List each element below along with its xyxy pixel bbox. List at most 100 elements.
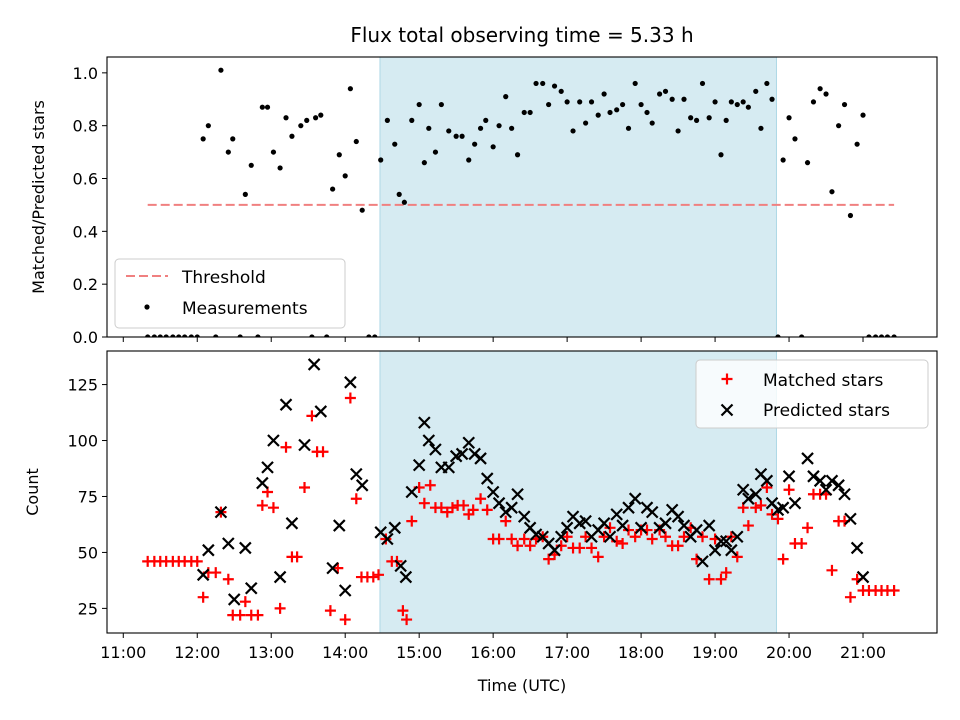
- data-point: [777, 553, 789, 565]
- data-point: [324, 605, 336, 617]
- data-point: [832, 479, 845, 492]
- x-tick-label: 19:00: [692, 643, 738, 662]
- data-point: [678, 531, 690, 543]
- data-point: [330, 186, 336, 192]
- data-point: [239, 541, 252, 555]
- data-point: [188, 334, 194, 337]
- data-point: [242, 191, 248, 197]
- data-point: [844, 591, 856, 603]
- data-point: [632, 80, 638, 87]
- data-point: [418, 416, 431, 429]
- y-tick-label: 25: [78, 599, 98, 618]
- y-tick-label: 100: [67, 432, 98, 451]
- data-point: [406, 515, 418, 527]
- data-point: [267, 502, 279, 514]
- data-point: [202, 543, 215, 557]
- data-point: [801, 452, 814, 465]
- data-point: [214, 505, 228, 519]
- data-point: [817, 86, 823, 92]
- x-tick-label: 13:00: [248, 643, 294, 662]
- data-point: [703, 573, 715, 585]
- data-point: [342, 173, 348, 179]
- legend-predicted-label: Predicted stars: [763, 401, 890, 421]
- data-point: [237, 334, 243, 337]
- data-point: [838, 487, 851, 501]
- legend: Matched stars Predicted stars: [695, 359, 929, 429]
- data-point: [755, 499, 767, 511]
- data-point: [518, 533, 530, 545]
- data-point: [742, 492, 755, 505]
- data-point: [505, 501, 518, 514]
- data-point: [412, 458, 426, 472]
- data-point: [873, 334, 879, 337]
- data-point: [298, 123, 304, 129]
- data-point: [826, 564, 838, 576]
- data-point: [607, 109, 613, 116]
- data-point: [394, 559, 407, 573]
- data-point: [866, 334, 872, 337]
- data-point: [432, 149, 439, 155]
- top-panel: 0.0 0.2 0.4 0.6 0.8 1.0 Matched/Predicted star…: [29, 56, 938, 347]
- data-point: [813, 474, 827, 488]
- data-point: [350, 493, 362, 505]
- data-point: [616, 519, 629, 532]
- data-point: [677, 519, 691, 532]
- data-point: [551, 83, 558, 89]
- data-point: [326, 561, 339, 575]
- y-axis-label: Count: [23, 468, 42, 516]
- data-point: [823, 91, 829, 97]
- data-point: [285, 517, 299, 530]
- data-point: [472, 141, 478, 147]
- data-point: [761, 482, 773, 494]
- data-point: [384, 117, 390, 123]
- data-point: [769, 96, 775, 102]
- data-point: [628, 492, 642, 505]
- data-point: [786, 115, 792, 121]
- data-point: [728, 99, 734, 105]
- data-point: [598, 531, 610, 543]
- data-point: [529, 528, 543, 541]
- data-point: [878, 334, 885, 337]
- x-tick-label: 16:00: [470, 643, 516, 662]
- data-point: [163, 334, 169, 337]
- data-point: [314, 405, 328, 418]
- data-point: [453, 133, 459, 139]
- y-tick-label: 50: [78, 543, 98, 562]
- data-point: [592, 551, 604, 563]
- data-point: [548, 543, 561, 557]
- data-point: [699, 80, 706, 87]
- data-point: [693, 117, 700, 123]
- data-point: [610, 508, 623, 521]
- data-point: [200, 136, 206, 142]
- data-point: [475, 493, 487, 505]
- data-point: [512, 540, 524, 552]
- data-point: [339, 614, 351, 626]
- data-point: [422, 434, 436, 447]
- data-point: [442, 461, 456, 474]
- data-point: [802, 522, 814, 534]
- data-point: [333, 519, 346, 532]
- data-point: [792, 136, 798, 142]
- data-point: [622, 501, 635, 514]
- data-point: [416, 101, 422, 108]
- y-tick-label: 0.6: [73, 170, 98, 189]
- data-point: [205, 123, 211, 129]
- data-point: [218, 67, 224, 73]
- data-point: [299, 482, 311, 494]
- data-point: [344, 392, 356, 404]
- data-point: [725, 543, 738, 557]
- data-point: [554, 530, 568, 544]
- data-point: [230, 136, 236, 142]
- data-point: [543, 553, 555, 565]
- data-point: [196, 568, 210, 582]
- data-point: [426, 125, 432, 131]
- data-point: [359, 207, 365, 213]
- data-point: [804, 160, 811, 166]
- x-axis-label: Time (UTC): [477, 676, 566, 695]
- data-point: [435, 502, 447, 514]
- plot-area: [142, 358, 900, 626]
- data-point: [586, 542, 598, 554]
- data-point: [514, 152, 521, 158]
- data-point: [601, 91, 607, 97]
- data-point: [350, 467, 363, 481]
